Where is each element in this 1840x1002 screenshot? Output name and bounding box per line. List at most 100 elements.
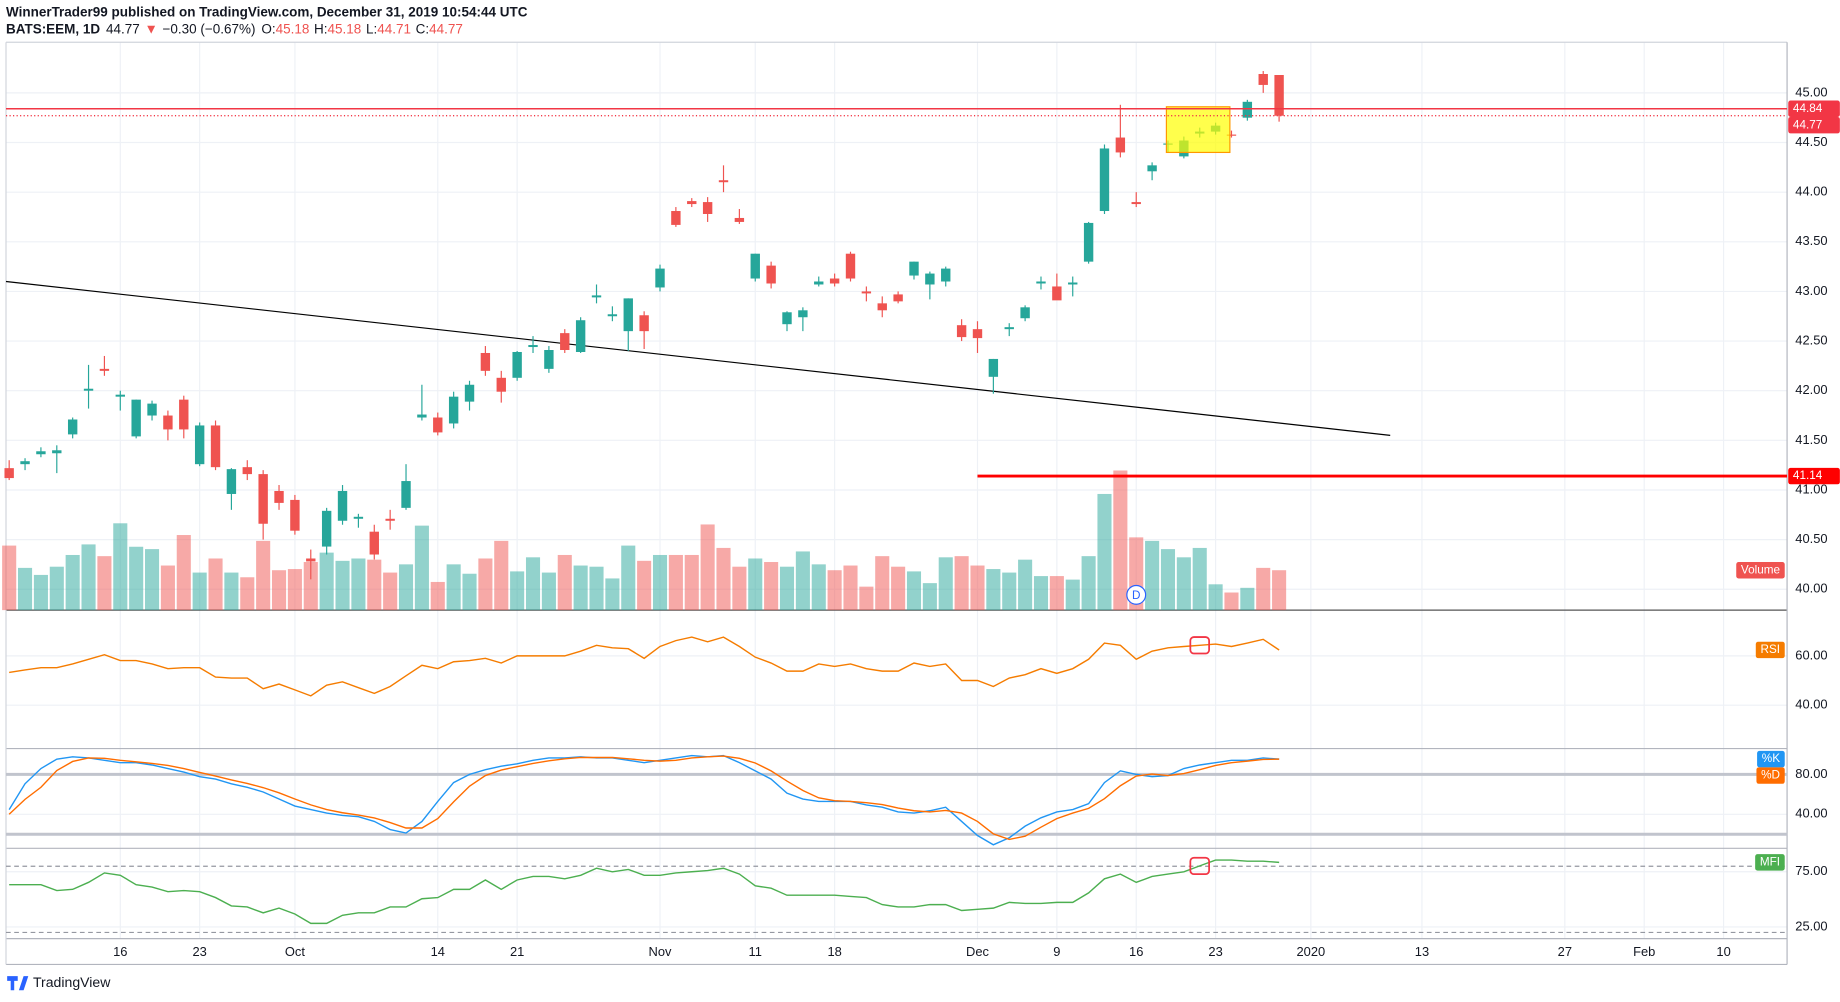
series-badge-bg — [1736, 562, 1785, 579]
volume-bar — [779, 566, 795, 611]
x-tick-label: 13 — [1415, 944, 1429, 959]
volume-bar — [335, 560, 350, 611]
trend-line — [5, 280, 1391, 436]
volume-bar — [240, 577, 255, 611]
candle-body — [528, 345, 538, 348]
volume-bar — [1256, 567, 1271, 611]
candle-body — [179, 399, 189, 430]
x-tick-label: 14 — [431, 944, 445, 959]
candle-body — [36, 451, 46, 455]
candle-body — [83, 388, 94, 391]
price-badge: 44.84 — [1788, 100, 1840, 117]
symbol: BATS:EEM, 1D — [6, 21, 100, 36]
candle-body — [877, 303, 887, 311]
x-tick-label: 16 — [1129, 944, 1143, 959]
candle-body — [687, 201, 697, 205]
volume-bar — [510, 571, 525, 611]
volume-bar — [398, 564, 414, 611]
volume-bar — [605, 578, 620, 611]
indicator-line — [8, 755, 1280, 841]
series-badge-bg — [1757, 750, 1785, 768]
volume-bar — [65, 554, 80, 611]
volume-bar — [192, 572, 207, 611]
volume-bar — [208, 558, 223, 611]
volume-bar — [938, 557, 953, 611]
volume-bar — [1049, 576, 1064, 611]
price-badge: 44.77 — [1788, 116, 1840, 134]
volume-bar — [144, 549, 160, 611]
candle-body — [750, 253, 760, 279]
volume-bar — [986, 569, 1001, 611]
volume-bar — [1145, 540, 1160, 611]
volume-bar — [2, 545, 17, 611]
highlight-marker — [1189, 636, 1210, 655]
volume-bar — [637, 560, 652, 611]
candle-body — [544, 350, 554, 369]
ohlc-label: C: — [416, 21, 430, 36]
volume-bar — [668, 554, 683, 611]
ohlc-label: H: — [314, 21, 328, 36]
volume-bar — [652, 554, 668, 611]
y-tick-label: 41.50 — [1795, 432, 1827, 447]
volume-bar — [494, 540, 509, 611]
y-tick-label: 40.50 — [1795, 531, 1827, 546]
candle-body — [242, 467, 252, 475]
series-badge-text: %K — [1762, 752, 1780, 765]
volume-bar — [129, 546, 144, 611]
volume-bar — [160, 565, 175, 611]
candle-body — [1131, 202, 1141, 205]
series-badge: Volume — [1736, 562, 1785, 579]
candle-body — [861, 291, 872, 294]
x-tick-label: Dec — [966, 944, 989, 959]
y-tick-label: 41.00 — [1795, 481, 1827, 496]
candle-body — [99, 368, 110, 371]
indicator-line — [9, 636, 1280, 697]
candle-body — [925, 273, 935, 285]
y-tick-label: 25.00 — [1795, 918, 1827, 933]
volume-bar — [875, 556, 890, 611]
logo-icon — [7, 976, 29, 991]
candle-body — [1036, 281, 1046, 284]
candle-body — [560, 333, 570, 351]
volume-bar — [367, 559, 382, 611]
volume-bar — [462, 573, 477, 611]
volume-bar — [1018, 559, 1033, 611]
candle-body — [226, 469, 237, 494]
x-tick-label: 18 — [827, 944, 841, 959]
x-tick-label: Feb — [1633, 944, 1655, 959]
x-tick-label: 23 — [1208, 944, 1222, 959]
highlight-marker — [1189, 856, 1210, 876]
volume-bar — [859, 586, 874, 611]
volume-bar — [1113, 470, 1128, 611]
volume-bar — [478, 558, 493, 611]
candle-body — [909, 261, 919, 276]
candle-body — [829, 278, 840, 284]
indicator-line — [8, 754, 1280, 846]
volume-bar — [446, 564, 461, 611]
x-tick-label: 2020 — [1297, 944, 1326, 959]
volume-bar — [795, 551, 810, 611]
volume-bar — [1160, 549, 1176, 611]
volume-bar — [906, 571, 922, 611]
volume-bar — [843, 565, 858, 611]
volume-bar — [811, 564, 826, 611]
volume-bar — [351, 558, 366, 611]
volume-bar — [287, 569, 302, 611]
y-tick-label: 43.00 — [1795, 283, 1827, 298]
series-badge: RSI — [1755, 641, 1785, 659]
candle-body — [671, 211, 681, 225]
volume-bar — [970, 565, 985, 611]
candle-body — [306, 558, 316, 562]
x-tick-label: 10 — [1716, 944, 1730, 959]
publish-line: WinnerTrader99 published on TradingView.… — [6, 4, 528, 19]
volume-bar — [414, 525, 429, 611]
y-tick-label: 45.00 — [1795, 84, 1827, 99]
ohlc-label: L: — [366, 21, 377, 36]
price-badge-bg — [1788, 467, 1840, 485]
tradingview-logo: TradingView — [7, 974, 111, 991]
candle-body — [369, 531, 379, 555]
candle-body — [194, 425, 205, 465]
candle-body — [4, 468, 14, 479]
volume-bar — [1002, 572, 1017, 611]
candle-body — [782, 312, 792, 325]
